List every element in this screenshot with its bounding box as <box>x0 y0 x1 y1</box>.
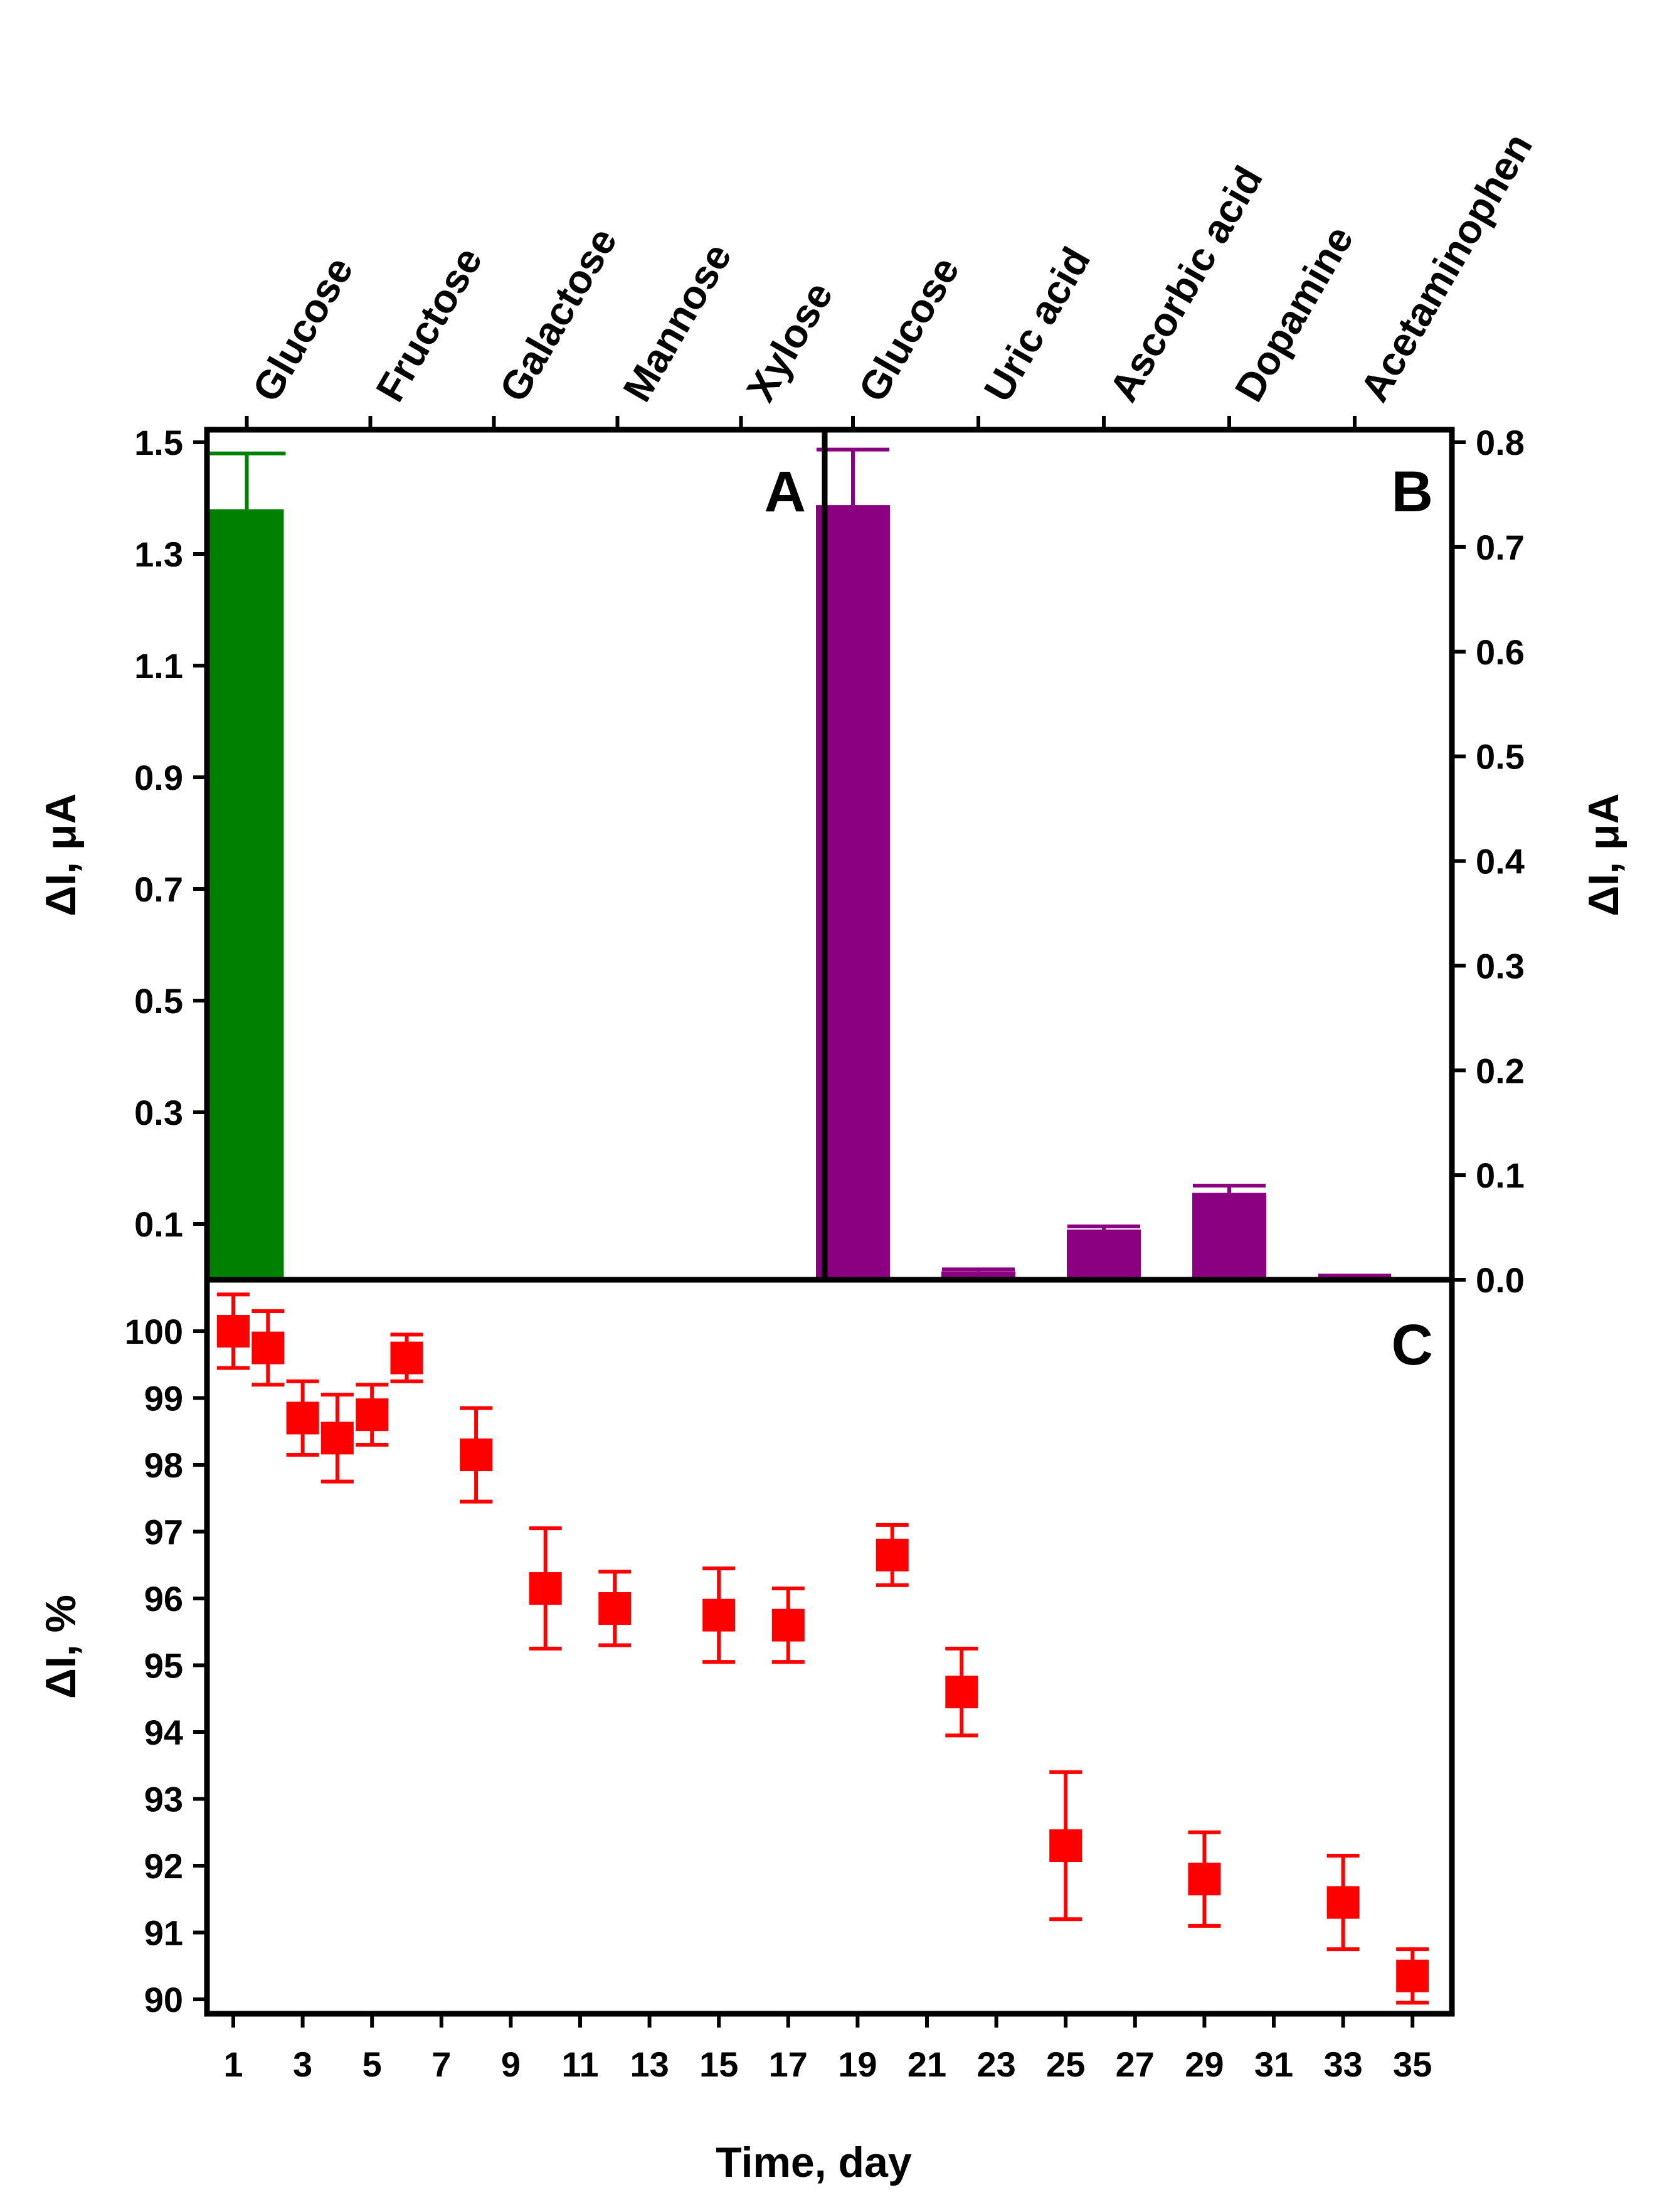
category-label-b: Uric acid <box>975 240 1099 409</box>
x-tick-label-c: 13 <box>630 2045 669 2084</box>
category-label-b: Glucose <box>850 249 968 409</box>
y-tick-label-a: 1.1 <box>134 646 183 686</box>
data-point-c <box>1326 1886 1360 1919</box>
category-label-a: Xylose <box>738 274 842 409</box>
y-tick-label-c: 95 <box>144 1646 183 1686</box>
x-tick-label-c: 21 <box>908 2045 946 2084</box>
data-point-c <box>217 1315 250 1348</box>
panel-b: 0.0 0.1 0.2 0.3 0.4 0.5 0.6 0.7 0.8 ΔI, μA Glucose… <box>816 125 1627 1300</box>
x-tick-label-c: 27 <box>1116 2045 1155 2084</box>
x-tick-label-c: 3 <box>293 2045 312 2084</box>
x-tick-label-c: 29 <box>1185 2045 1224 2084</box>
plot-frame <box>204 427 1455 2017</box>
y-tick-label-c: 98 <box>144 1445 183 1485</box>
y-tick-label-c: 93 <box>144 1780 183 1819</box>
y-tick-label-b: 0.3 <box>1476 946 1525 986</box>
x-tick-label-c: 35 <box>1393 2045 1432 2084</box>
y-tick-label-b: 0.2 <box>1476 1051 1525 1090</box>
data-point-c <box>320 1422 354 1455</box>
x-tick-label-c: 1 <box>223 2045 243 2084</box>
y-tick-label-c: 100 <box>125 1312 183 1351</box>
category-label-a: Glucose <box>243 249 362 409</box>
y-tick-label-b: 0.7 <box>1476 528 1525 567</box>
frame <box>204 427 1455 2017</box>
data-point-c <box>460 1438 493 1472</box>
data-point-c <box>251 1331 285 1364</box>
y-axis-label-a: ΔI, μA <box>37 793 85 916</box>
y-tick-label-b: 0.4 <box>1476 842 1525 881</box>
x-tick-label-c: 11 <box>561 2045 598 2084</box>
y-tick-label-a: 1.5 <box>134 423 183 462</box>
x-tick-label-c: 9 <box>501 2045 521 2084</box>
data-point-c <box>702 1598 736 1632</box>
bar-b-glucose <box>816 505 890 1280</box>
x-tick-label-c: 33 <box>1323 2045 1362 2084</box>
y-tick-label-a: 0.9 <box>134 758 183 797</box>
y-tick-label-b: 0.8 <box>1476 423 1525 462</box>
category-label-a: Fructose <box>367 240 490 409</box>
x-tick-label-c: 31 <box>1254 2045 1293 2084</box>
data-point-c <box>598 1592 632 1625</box>
y-tick-label-c: 90 <box>144 1980 183 2019</box>
x-tick-label-c: 7 <box>431 2045 451 2084</box>
panel-label-b: B <box>1392 460 1433 524</box>
bar-b-dopamine <box>1192 1193 1266 1280</box>
data-point-c <box>1188 1863 1221 1896</box>
x-tick-label-c: 15 <box>699 2045 738 2084</box>
y-tick-label-c: 94 <box>144 1713 183 1752</box>
category-label-a: Mannose <box>614 236 740 409</box>
y-axis-label-c: ΔI, % <box>37 1595 85 1699</box>
y-tick-label-a: 0.3 <box>134 1093 183 1132</box>
data-point-c <box>1396 1959 1429 1992</box>
bar-a-glucose <box>209 509 284 1280</box>
y-tick-label-b: 0.5 <box>1476 737 1525 777</box>
y-tick-label-b: 0.6 <box>1476 632 1525 672</box>
y-tick-label-b: 0.1 <box>1476 1156 1525 1195</box>
panel-label-a: A <box>765 460 806 524</box>
x-tick-label-c: 17 <box>769 2045 808 2084</box>
category-label-b: Acetaminophen <box>1352 125 1541 409</box>
y-tick-label-a: 0.7 <box>134 869 183 909</box>
x-tick-label-c: 23 <box>976 2045 1015 2084</box>
x-tick-label-c: 19 <box>838 2045 877 2084</box>
x-tick-label-c: 25 <box>1046 2045 1085 2084</box>
data-point-c <box>876 1538 909 1571</box>
data-point-c <box>286 1401 319 1435</box>
x-axis-label-c: Time, day <box>716 2139 912 2186</box>
y-tick-label-a: 0.5 <box>134 981 183 1021</box>
y-tick-label-b: 0.0 <box>1476 1260 1525 1300</box>
data-point-c <box>771 1608 805 1642</box>
data-point-c <box>529 1572 562 1605</box>
x-tick-label-c: 5 <box>363 2045 382 2084</box>
y-tick-label-c: 96 <box>144 1579 183 1619</box>
data-point-c <box>945 1676 978 1709</box>
y-axis-label-b: ΔI, μA <box>1580 793 1627 916</box>
data-point-c <box>390 1341 423 1375</box>
y-tick-label-c: 91 <box>144 1913 183 1953</box>
category-label-a: Galactose <box>490 220 625 409</box>
panel-a: 0.1 0.3 0.5 0.7 0.9 1.1 1.3 1.5 ΔI, μA Glucose Fru… <box>37 220 842 1280</box>
y-tick-label-a: 0.1 <box>134 1204 183 1244</box>
bar-b-ascorbic-acid <box>1067 1229 1141 1280</box>
panel-label-c: C <box>1392 1313 1433 1377</box>
y-tick-label-c: 97 <box>144 1513 183 1552</box>
data-point-c <box>356 1398 389 1432</box>
data-point-c <box>1049 1829 1082 1863</box>
y-tick-label-a: 1.3 <box>134 534 183 574</box>
y-tick-label-c: 99 <box>144 1379 183 1418</box>
y-tick-label-c: 92 <box>144 1846 183 1886</box>
category-label-b: Dopamine <box>1226 218 1362 409</box>
